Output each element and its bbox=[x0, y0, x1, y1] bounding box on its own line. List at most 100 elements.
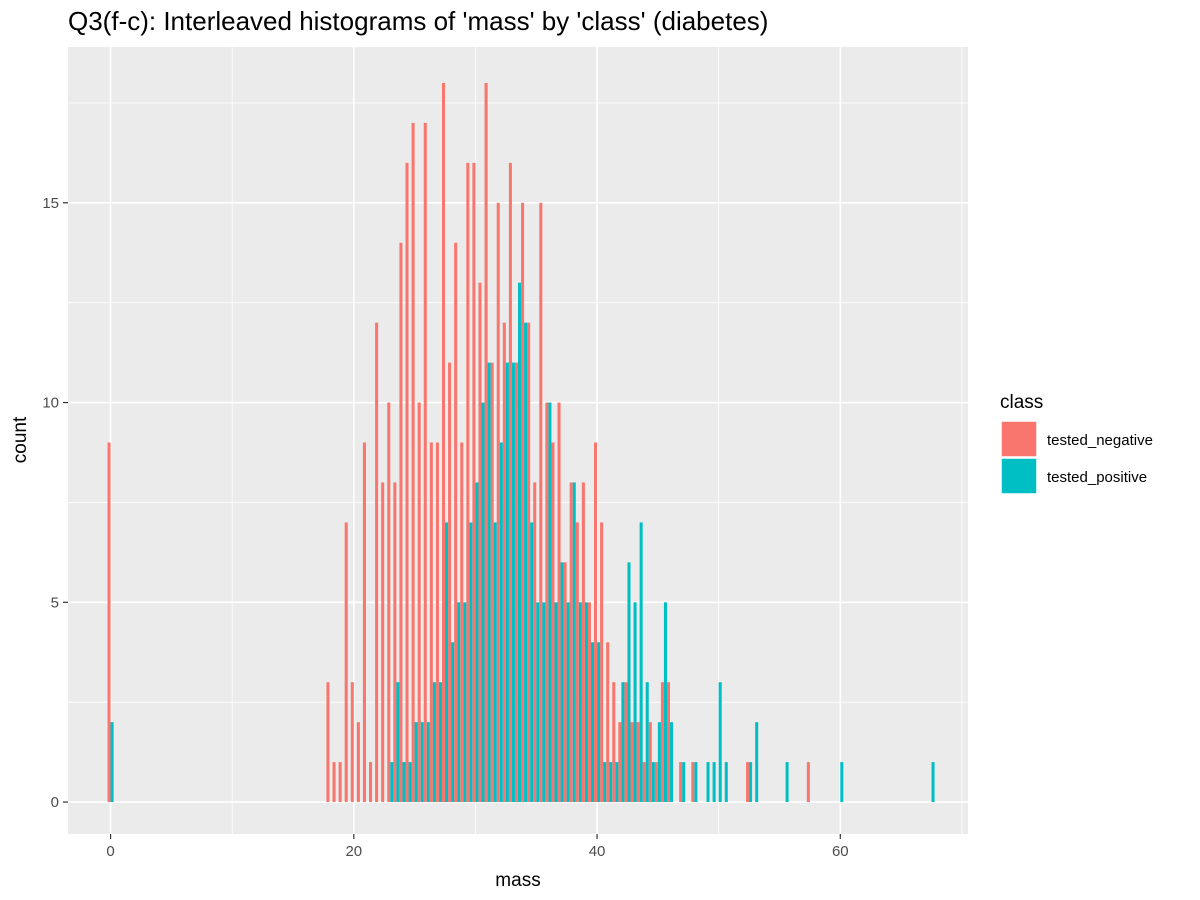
bar-tested-negative bbox=[612, 682, 616, 803]
bar-tested-positive bbox=[694, 762, 698, 803]
bar-tested-positive bbox=[633, 602, 637, 803]
bar-tested-positive bbox=[390, 762, 394, 803]
bar-tested-negative bbox=[393, 482, 397, 803]
bar-tested-positive bbox=[499, 442, 503, 803]
bar-tested-positive bbox=[542, 602, 546, 803]
bar-tested-negative bbox=[490, 362, 494, 803]
bar-tested-negative bbox=[539, 202, 543, 803]
bar-tested-negative bbox=[362, 442, 366, 803]
bar-tested-positive bbox=[627, 562, 631, 803]
bar-tested-negative bbox=[435, 442, 439, 803]
bar-tested-negative bbox=[448, 362, 452, 803]
y-tick-label: 15 bbox=[42, 195, 59, 212]
bar-tested-negative bbox=[618, 722, 622, 803]
bar-tested-positive bbox=[785, 762, 789, 803]
bar-tested-positive bbox=[426, 722, 430, 803]
bar-tested-negative bbox=[636, 722, 640, 803]
y-tick-label: 5 bbox=[51, 594, 59, 611]
bar-tested-negative bbox=[387, 402, 391, 803]
bar-tested-negative bbox=[405, 162, 409, 803]
x-tick-label: 0 bbox=[106, 843, 114, 860]
bar-tested-negative bbox=[375, 322, 379, 803]
bar-tested-positive bbox=[493, 522, 497, 803]
bar-tested-negative bbox=[441, 82, 446, 803]
bar-tested-positive bbox=[572, 482, 576, 803]
bar-tested-negative bbox=[472, 162, 476, 803]
bar-tested-positive bbox=[749, 762, 753, 803]
bar-tested-negative bbox=[502, 322, 506, 803]
bar-tested-positive bbox=[584, 602, 588, 803]
bar-tested-negative bbox=[454, 242, 458, 803]
bar-tested-negative bbox=[508, 162, 512, 803]
bar-tested-negative bbox=[514, 362, 518, 803]
bar-tested-positive bbox=[530, 522, 534, 803]
bar-tested-negative bbox=[587, 602, 591, 803]
bar-tested-negative bbox=[660, 682, 664, 803]
bar-tested-negative bbox=[557, 402, 561, 803]
bar-tested-positive bbox=[402, 762, 406, 803]
legend-label-tested-positive: tested_positive bbox=[1047, 469, 1147, 486]
bar-tested-positive bbox=[718, 682, 722, 803]
bar-tested-negative bbox=[746, 762, 750, 803]
bar-tested-negative bbox=[429, 442, 433, 803]
bar-tested-positive bbox=[657, 722, 661, 803]
bar-tested-negative bbox=[381, 482, 385, 803]
bar-tested-negative bbox=[527, 322, 531, 803]
bar-tested-negative bbox=[545, 402, 549, 803]
bar-tested-negative bbox=[356, 722, 360, 803]
bar-tested-positive bbox=[706, 762, 710, 803]
bar-tested-negative bbox=[606, 642, 610, 803]
bar-tested-positive bbox=[724, 762, 728, 803]
bar-tested-positive bbox=[487, 362, 491, 803]
bar-tested-negative bbox=[350, 682, 354, 803]
bar-tested-negative bbox=[423, 122, 427, 803]
legend-key-tested-negative bbox=[1000, 420, 1038, 458]
legend: class tested_negative tested_positive bbox=[1000, 392, 1153, 495]
bar-tested-positive bbox=[603, 762, 607, 803]
bar-tested-positive bbox=[475, 482, 479, 803]
bar-tested-positive bbox=[931, 762, 935, 803]
bar-tested-positive bbox=[615, 762, 619, 803]
bar-tested-negative bbox=[648, 722, 652, 803]
bar-tested-positive bbox=[457, 602, 461, 803]
bar-tested-positive bbox=[518, 282, 522, 803]
bar-tested-negative bbox=[484, 82, 488, 803]
y-axis-title: count bbox=[10, 416, 31, 463]
bar-tested-positive bbox=[840, 762, 844, 803]
bar-tested-positive bbox=[445, 522, 449, 803]
bar-tested-negative bbox=[575, 522, 579, 803]
bar-tested-positive bbox=[110, 722, 114, 803]
bar-tested-negative bbox=[533, 482, 537, 803]
legend-label-tested-negative: tested_negative bbox=[1047, 432, 1153, 449]
bar-tested-positive bbox=[670, 722, 674, 803]
bar-tested-negative bbox=[460, 442, 464, 803]
bar-tested-positive bbox=[396, 682, 400, 803]
bar-tested-positive bbox=[566, 602, 570, 803]
bar-tested-positive bbox=[536, 602, 540, 803]
bar-tested-positive bbox=[408, 762, 412, 803]
bar-tested-positive bbox=[560, 562, 564, 803]
x-axis-title: mass bbox=[495, 870, 540, 891]
bar-tested-negative bbox=[338, 762, 342, 803]
bar-tested-negative bbox=[654, 762, 658, 803]
bar-tested-negative bbox=[411, 122, 415, 803]
bar-tested-positive bbox=[755, 722, 759, 803]
bar-tested-positive bbox=[639, 522, 643, 803]
bar-tested-positive bbox=[651, 762, 655, 803]
bar-tested-positive bbox=[438, 682, 442, 803]
bar-tested-negative bbox=[563, 562, 567, 803]
bar-tested-negative bbox=[594, 442, 598, 803]
bar-tested-negative bbox=[666, 682, 671, 803]
bar-tested-negative bbox=[600, 522, 604, 803]
bar-tested-positive bbox=[414, 722, 418, 803]
bar-tested-positive bbox=[712, 762, 716, 803]
y-tick-label: 10 bbox=[42, 395, 59, 412]
bar-tested-positive bbox=[420, 722, 424, 803]
bar-tested-positive bbox=[578, 602, 582, 803]
chart-title: Q3(f-c): Interleaved histograms of 'mass… bbox=[68, 6, 769, 36]
bar-tested-positive bbox=[524, 322, 528, 803]
bar-tested-negative bbox=[417, 402, 421, 803]
bar-tested-positive bbox=[663, 602, 667, 803]
bar-tested-positive bbox=[432, 682, 436, 803]
legend-title: class bbox=[1000, 392, 1043, 413]
